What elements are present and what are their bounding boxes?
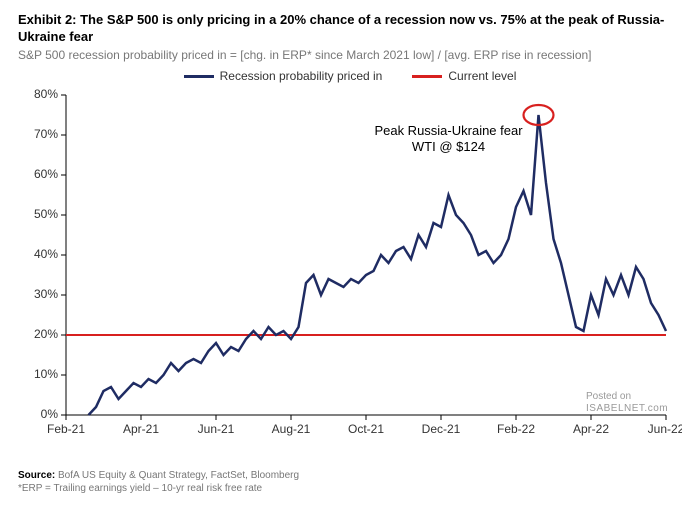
legend-item-ref: Current level (412, 69, 516, 83)
svg-text:60%: 60% (34, 168, 58, 182)
svg-text:40%: 40% (34, 248, 58, 262)
legend-swatch-series (184, 75, 214, 78)
svg-text:70%: 70% (34, 128, 58, 142)
svg-text:ISABELNET.com: ISABELNET.com (586, 403, 668, 414)
svg-text:Apr-21: Apr-21 (123, 422, 159, 436)
svg-text:50%: 50% (34, 208, 58, 222)
chart-area: 0% 10% 20% 30% 40% 50% 60% 70% 80% Feb-21 Apr-21 Ju… (18, 85, 682, 465)
svg-text:Feb-22: Feb-22 (497, 422, 535, 436)
svg-text:Dec-21: Dec-21 (422, 422, 461, 436)
legend-label-ref: Current level (448, 69, 516, 83)
svg-text:0%: 0% (41, 408, 59, 422)
svg-text:WTI @ $124: WTI @ $124 (412, 139, 485, 154)
svg-text:10%: 10% (34, 368, 58, 382)
exhibit-title: Exhibit 2: The S&P 500 is only pricing i… (18, 12, 682, 46)
legend-swatch-ref (412, 75, 442, 78)
chart-svg: 0% 10% 20% 30% 40% 50% 60% 70% 80% Feb-21 Apr-21 Ju… (18, 85, 682, 465)
source-note: *ERP = Trailing earnings yield – 10-yr r… (18, 483, 262, 494)
source-label: Source: (18, 470, 55, 481)
svg-text:80%: 80% (34, 88, 58, 102)
legend-item-series: Recession probability priced in (184, 69, 383, 83)
svg-text:Jun-21: Jun-21 (198, 422, 235, 436)
svg-text:Jun-22: Jun-22 (648, 422, 682, 436)
svg-text:20%: 20% (34, 328, 58, 342)
svg-text:Aug-21: Aug-21 (272, 422, 311, 436)
legend: Recession probability priced in Current … (18, 69, 682, 83)
exhibit-subtitle: S&P 500 recession probability priced in … (18, 48, 682, 64)
svg-text:Feb-21: Feb-21 (47, 422, 85, 436)
svg-text:Oct-21: Oct-21 (348, 422, 384, 436)
svg-text:Apr-22: Apr-22 (573, 422, 609, 436)
svg-text:Peak Russia-Ukraine fear: Peak Russia-Ukraine fear (374, 123, 523, 138)
source-line: Source: BofA US Equity & Quant Strategy,… (18, 469, 682, 495)
legend-label-series: Recession probability priced in (220, 69, 383, 83)
svg-text:30%: 30% (34, 288, 58, 302)
source-text: BofA US Equity & Quant Strategy, FactSet… (55, 470, 299, 481)
svg-text:Posted on: Posted on (586, 391, 631, 402)
